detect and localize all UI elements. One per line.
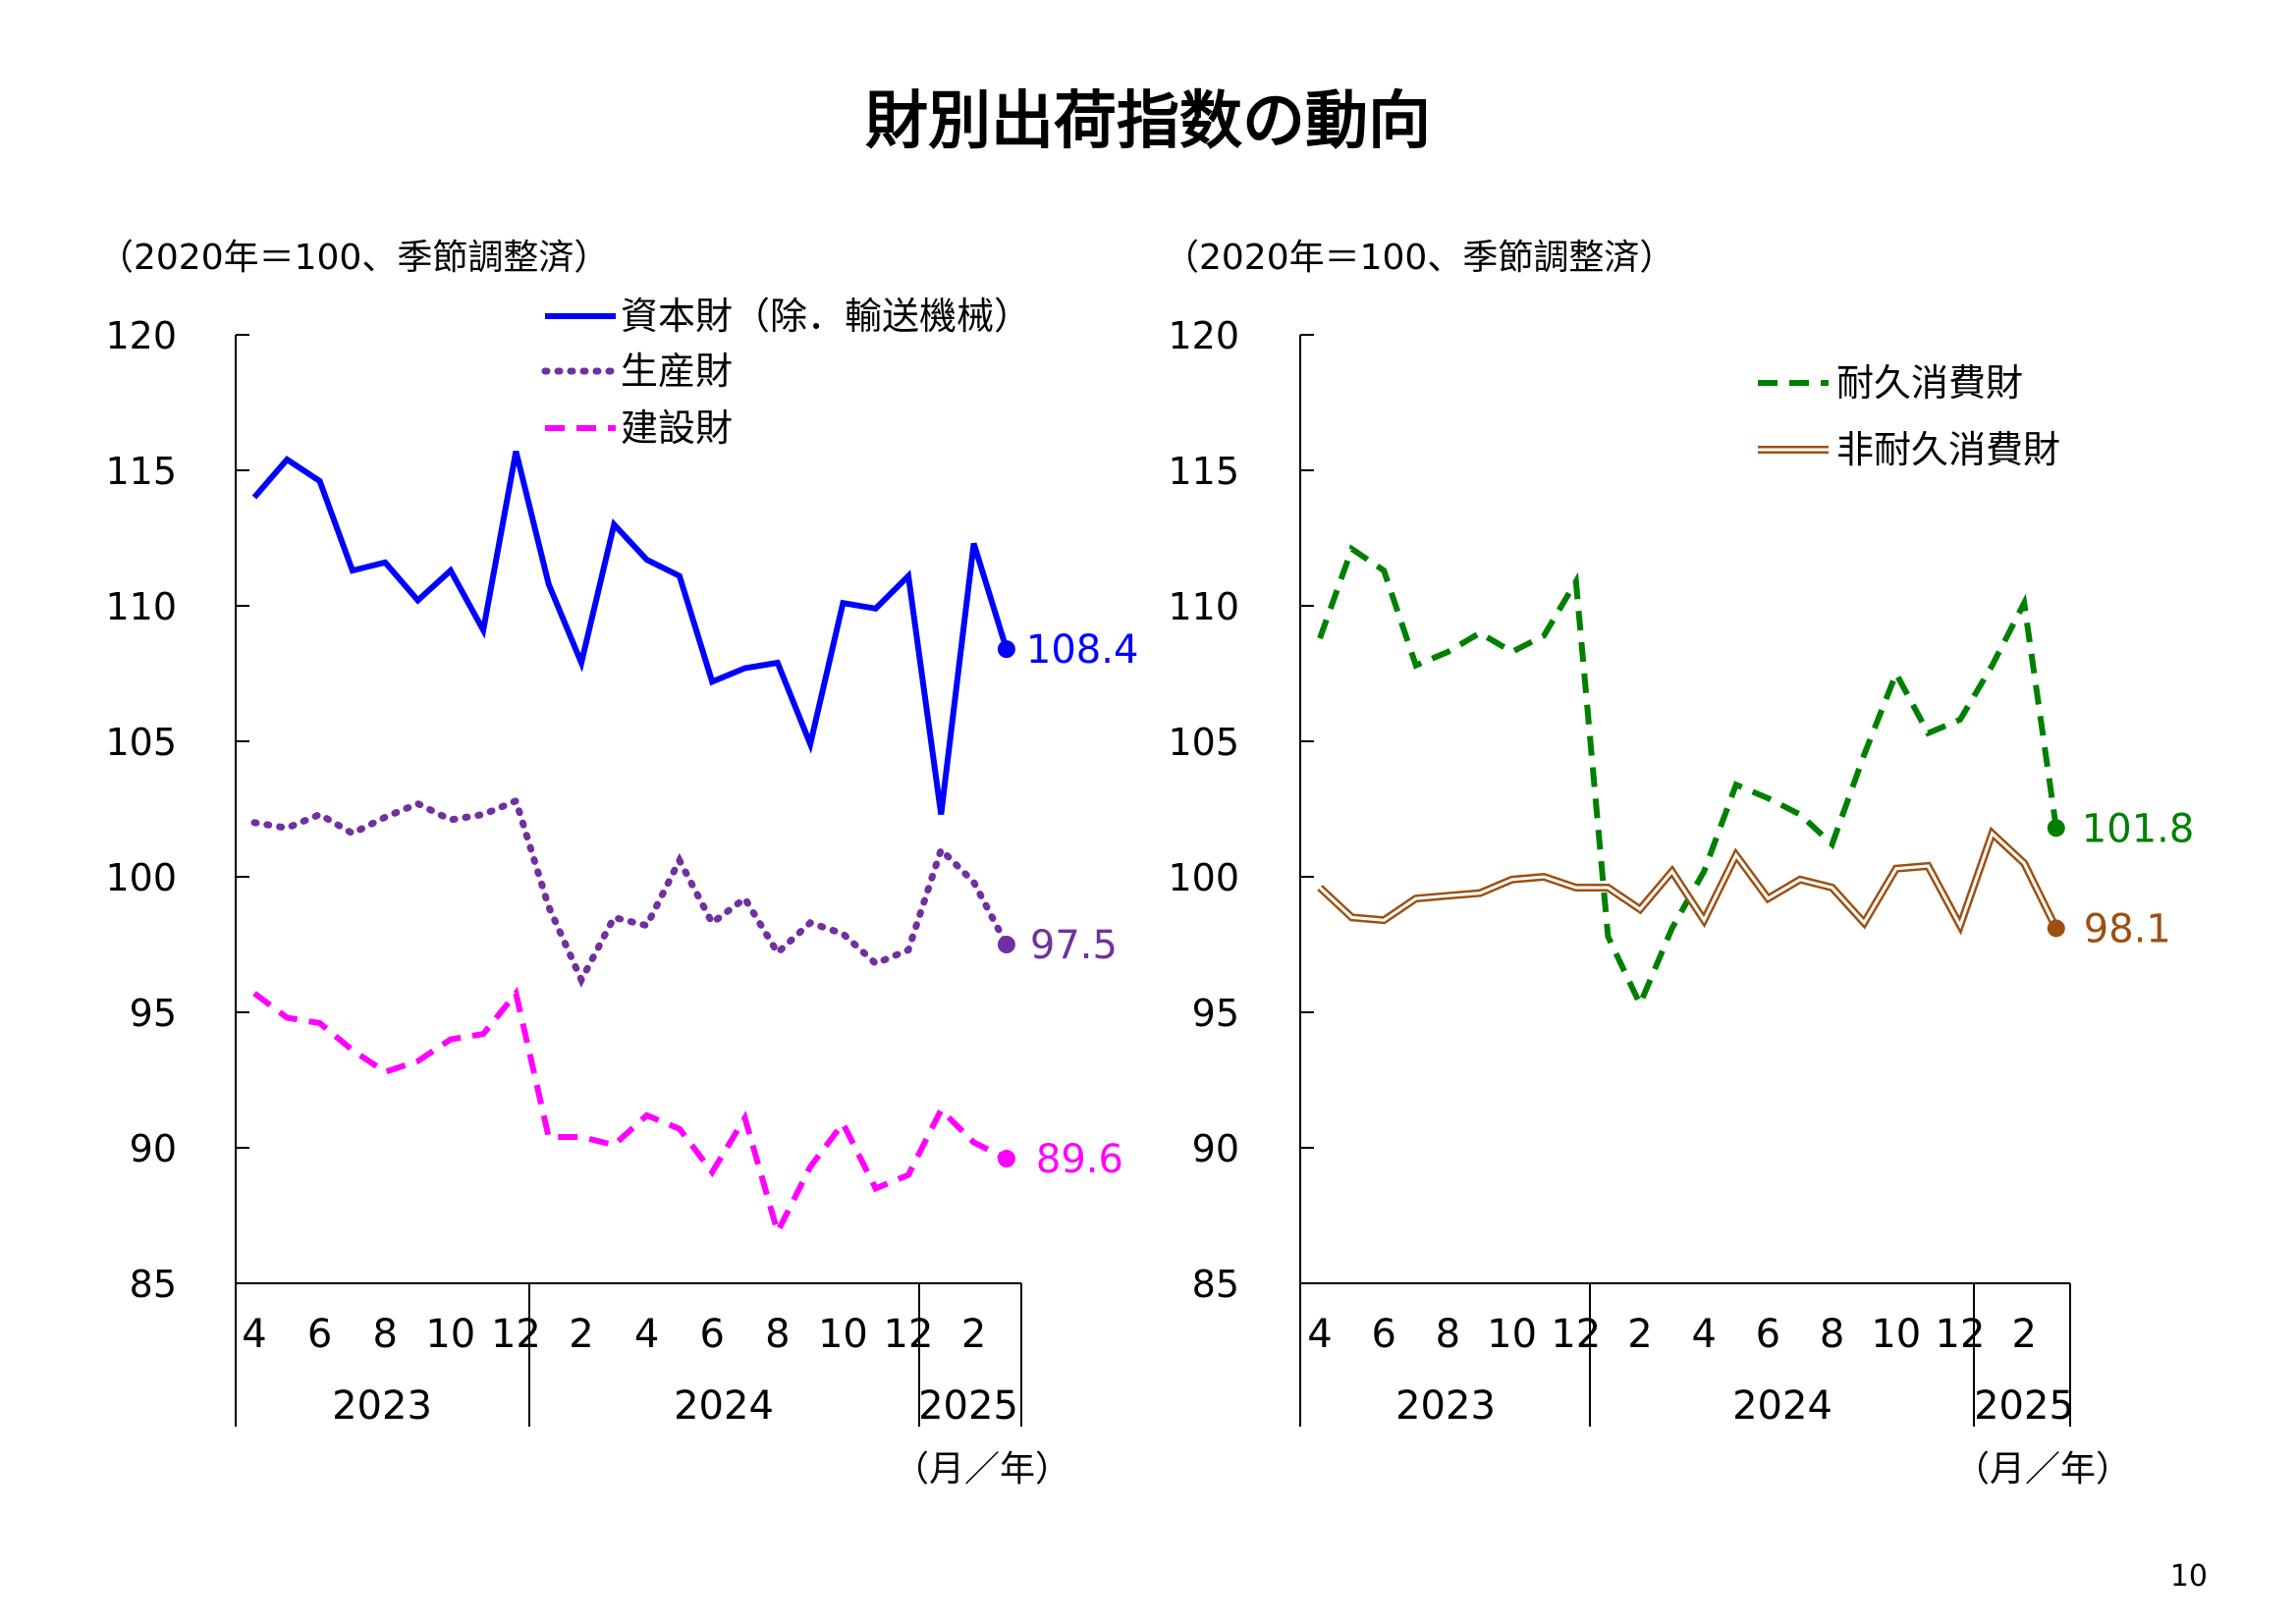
series-line — [252, 986, 1009, 1240]
y-tick-label: 85 — [130, 1263, 177, 1306]
x-tick-label: 6 — [699, 1312, 724, 1357]
series-end-marker — [997, 1150, 1015, 1168]
x-tick-label: 4 — [1691, 1312, 1716, 1357]
x-tick-label: 6 — [1756, 1312, 1780, 1357]
x-axis-label: （月／年） — [1954, 1449, 2131, 1489]
x-tick-label: 8 — [1436, 1312, 1460, 1357]
data-label: 97.5 — [1030, 923, 1118, 968]
y-tick-label: 85 — [1192, 1263, 1239, 1306]
series-end-marker — [2047, 819, 2065, 838]
y-tick-label: 90 — [1192, 1127, 1239, 1170]
x-tick-label: 10 — [1487, 1312, 1537, 1357]
year-label: 2024 — [1732, 1383, 1832, 1429]
series-line-outer — [1317, 826, 2060, 936]
year-label: 2025 — [918, 1383, 1018, 1429]
chart-2: （2020年＝100、季節調整済） （月／年） 85 90 95 100 105 110 115… — [1164, 238, 2194, 1489]
x-tick-label: 12 — [1936, 1312, 1986, 1357]
x-tick-label: 6 — [1371, 1312, 1395, 1357]
x-tick-label: 8 — [765, 1312, 790, 1357]
data-label: 101.8 — [2082, 806, 2195, 851]
legend-label: 生産財 — [621, 350, 733, 393]
y-tick-label: 100 — [105, 856, 177, 899]
unit-note: （2020年＝100、季節調整済） — [98, 238, 609, 278]
legend-label: 耐久消費財 — [1836, 361, 2023, 405]
y-tick-label: 110 — [1168, 585, 1239, 628]
x-tick-label: 10 — [1871, 1312, 1921, 1357]
x-tick-label: 12 — [884, 1312, 934, 1357]
year-label: 2025 — [1974, 1383, 2074, 1429]
x-tick-label: 4 — [1307, 1312, 1332, 1357]
series-line — [250, 795, 1011, 988]
unit-note: （2020年＝100、季節調整済） — [1164, 238, 1674, 278]
y-tick-label: 95 — [130, 992, 177, 1035]
x-tick-label: 10 — [425, 1312, 475, 1357]
x-tick-label: 2 — [2011, 1312, 2036, 1357]
chart-1: （2020年＝100、季節調整済） （月／年） 85 90 95 100 105 110 115… — [98, 238, 1138, 1489]
data-label: 89.6 — [1036, 1137, 1123, 1182]
series-end-marker — [997, 936, 1015, 953]
x-tick-label: 4 — [634, 1312, 659, 1357]
page-number: 10 — [2169, 1559, 2208, 1594]
y-tick-label: 110 — [105, 585, 177, 628]
y-tick-label: 95 — [1192, 992, 1239, 1035]
series-end-marker — [2047, 919, 2065, 938]
series-line — [251, 450, 1010, 815]
series-end-marker — [997, 640, 1015, 659]
page-title: 財別出荷指数の動向 — [865, 85, 1431, 158]
year-label: 2023 — [332, 1383, 432, 1429]
legend-label: 建設財 — [621, 406, 733, 450]
y-tick-label: 120 — [105, 314, 177, 357]
x-axis-label: （月／年） — [894, 1449, 1070, 1489]
x-tick-label: 8 — [372, 1312, 397, 1357]
series-line-inner — [1318, 831, 2058, 930]
year-label: 2024 — [674, 1383, 774, 1429]
x-tick-label: 2 — [1627, 1312, 1652, 1357]
series-line — [1317, 544, 2059, 1012]
legend-label: 非耐久消費財 — [1836, 428, 2060, 471]
x-tick-label: 4 — [242, 1312, 266, 1357]
y-tick-label: 100 — [1168, 856, 1239, 899]
y-tick-label: 115 — [1168, 450, 1239, 493]
y-tick-label: 105 — [105, 721, 177, 764]
x-tick-label: 2 — [569, 1312, 593, 1357]
legend-label: 資本財（除．輸送機械） — [621, 295, 1031, 338]
y-tick-label: 120 — [1168, 314, 1239, 357]
y-tick-label: 105 — [1168, 721, 1239, 764]
year-label: 2023 — [1395, 1383, 1496, 1429]
data-label: 98.1 — [2084, 906, 2171, 951]
y-tick-label: 90 — [130, 1127, 177, 1170]
y-tick-label: 115 — [105, 450, 177, 493]
x-tick-label: 6 — [307, 1312, 332, 1357]
x-tick-label: 10 — [818, 1312, 868, 1357]
x-tick-label: 12 — [1551, 1312, 1601, 1357]
data-label: 108.4 — [1026, 627, 1139, 673]
x-tick-label: 12 — [491, 1312, 541, 1357]
x-tick-label: 2 — [961, 1312, 986, 1357]
x-tick-label: 8 — [1820, 1312, 1844, 1357]
